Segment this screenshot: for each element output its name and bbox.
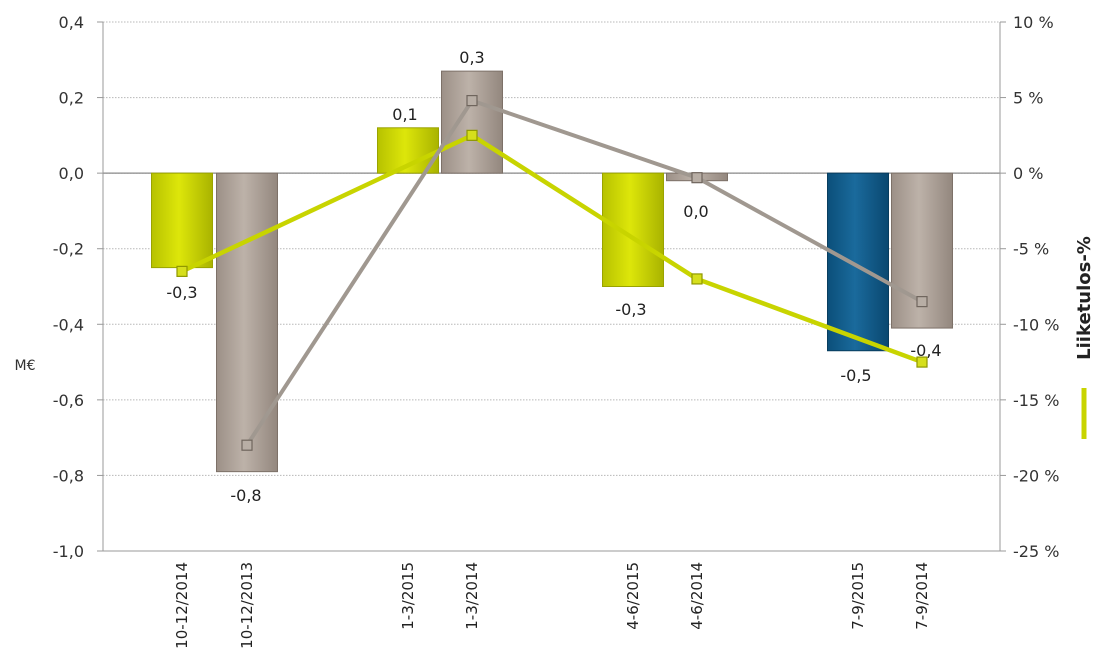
data-label: -0,4: [910, 341, 941, 360]
line-marker: [466, 94, 478, 107]
category-label: 1-3/2015: [399, 562, 417, 630]
y-tick-label: 0,4: [59, 13, 84, 32]
y2-axis-title: Liiketulos-%: [1074, 236, 1095, 360]
data-label: -0,5: [840, 366, 871, 385]
bar: [602, 172, 664, 287]
y2-tick-label: -5 %: [1013, 240, 1049, 259]
y-tick-label: 0,2: [59, 89, 84, 108]
category-label: 10-12/2013: [238, 562, 256, 649]
line-marker: [176, 265, 188, 277]
y-tick-label: -0,4: [53, 315, 84, 334]
y2-tick-label: 5 %: [1013, 89, 1043, 108]
category-label: 1-3/2014: [463, 562, 481, 630]
bars: [151, 70, 953, 473]
y2-tick-label: 0 %: [1013, 164, 1043, 183]
line-marker: [466, 129, 478, 141]
y-tick-label: -1,0: [53, 542, 84, 561]
data-label: 0,3: [459, 48, 484, 67]
data-label: 0,0: [683, 202, 708, 221]
bar: [441, 70, 503, 174]
line-marker: [916, 356, 928, 368]
series-line-grey: [245, 98, 923, 447]
line-marker: [916, 296, 928, 308]
y2-tick-label: -25 %: [1013, 542, 1059, 561]
line-marker: [691, 172, 703, 184]
y2-tick-label: -20 %: [1013, 466, 1059, 485]
category-label: 10-12/2014: [173, 562, 191, 649]
y-axis-title: M€: [15, 358, 36, 374]
category-label: 7-9/2014: [913, 562, 931, 630]
lines: [176, 94, 928, 451]
y-tick-label: -0,8: [53, 466, 84, 485]
labels: 0,4 10 % 0,2 5 % 0,0 0 % -0,2 -5 % -0,4 -10 % -0,6…: [15, 13, 1096, 649]
y2-tick-label: 10 %: [1013, 13, 1054, 32]
data-label: -0,8: [230, 486, 261, 505]
bar: [827, 172, 889, 352]
bar: [216, 172, 278, 473]
line-marker: [241, 439, 253, 451]
category-label: 7-9/2015: [849, 562, 867, 630]
line-marker: [691, 273, 703, 285]
y-tick-label: 0,0: [59, 164, 84, 183]
y2-tick-label: -10 %: [1013, 315, 1059, 334]
data-label: 0,1: [392, 105, 417, 124]
y-tick-label: -0,6: [53, 391, 84, 410]
y-tick-label: -0,2: [53, 240, 84, 259]
bar: [151, 172, 213, 269]
series-line-green: [181, 133, 923, 365]
category-label: 4-6/2015: [624, 562, 642, 630]
data-label: -0,3: [166, 283, 197, 302]
data-label: -0,3: [615, 300, 646, 319]
category-label: 4-6/2014: [688, 562, 706, 630]
y2-tick-label: -15 %: [1013, 391, 1059, 410]
